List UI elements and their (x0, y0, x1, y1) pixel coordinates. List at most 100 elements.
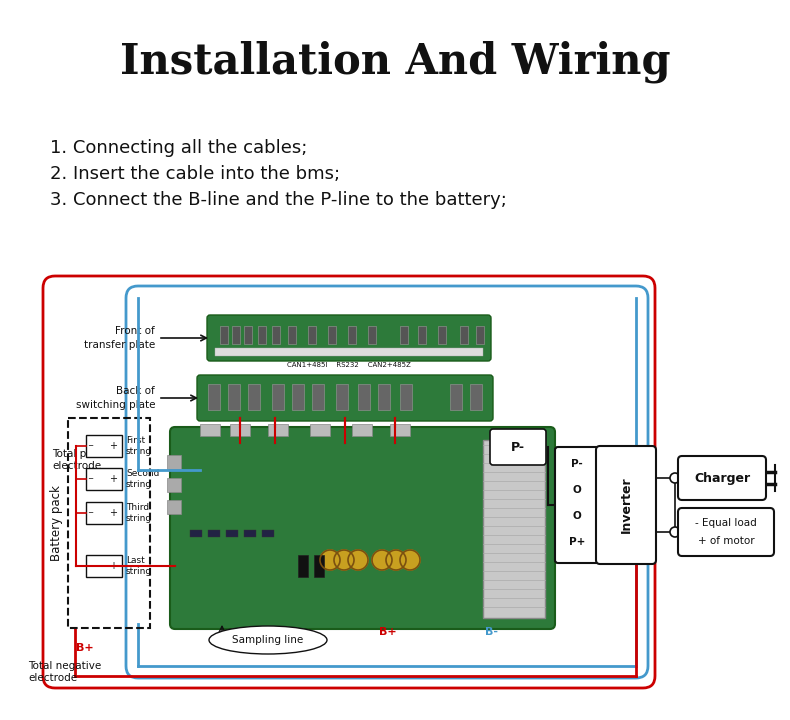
Bar (308, 326, 316, 344)
Text: Second
string: Second string (126, 469, 160, 489)
FancyBboxPatch shape (678, 508, 774, 556)
Bar (438, 326, 446, 344)
Text: ─: ─ (88, 563, 92, 569)
FancyBboxPatch shape (170, 427, 555, 629)
FancyBboxPatch shape (126, 286, 648, 678)
Bar (348, 326, 356, 344)
Text: +: + (109, 561, 117, 571)
Text: +: + (109, 474, 117, 484)
Text: Front of: Front of (115, 326, 155, 336)
Bar (390, 424, 410, 436)
Text: transfer plate: transfer plate (84, 340, 155, 350)
Text: 1. Connecting all the cables;: 1. Connecting all the cables; (50, 139, 307, 157)
Bar (167, 455, 181, 469)
Bar (230, 424, 250, 436)
Bar (336, 384, 348, 410)
Bar (86, 435, 122, 457)
Bar (400, 326, 408, 344)
Bar (86, 502, 122, 524)
Bar (208, 384, 220, 410)
Bar (258, 326, 266, 344)
Bar (328, 326, 336, 344)
Text: Sampling line: Sampling line (232, 635, 303, 645)
Bar (167, 478, 181, 492)
Circle shape (372, 550, 392, 570)
Bar (470, 384, 482, 410)
Bar (400, 384, 412, 410)
Text: switching plate: switching plate (76, 400, 155, 410)
Bar (244, 326, 252, 344)
Text: O: O (573, 485, 581, 495)
Bar (262, 530, 274, 537)
Text: Installation And Wiring: Installation And Wiring (120, 41, 670, 84)
Bar (86, 468, 122, 490)
Text: Total positive
electrode: Total positive electrode (52, 449, 121, 471)
Ellipse shape (209, 626, 327, 654)
Bar (418, 326, 426, 344)
Bar (288, 326, 296, 344)
Text: 3. Connect the B-line and the P-line to the battery;: 3. Connect the B-line and the P-line to … (50, 191, 507, 209)
Text: First
string: First string (126, 436, 152, 456)
Text: B-: B- (486, 627, 498, 637)
Bar (244, 530, 256, 537)
Text: B+: B+ (379, 627, 397, 637)
Bar (476, 326, 484, 344)
Circle shape (386, 550, 406, 570)
Bar (310, 424, 330, 436)
Circle shape (348, 550, 368, 570)
Text: O: O (573, 511, 581, 521)
Bar (483, 440, 545, 618)
FancyBboxPatch shape (197, 375, 493, 421)
Bar (68, 418, 150, 628)
Bar (312, 384, 324, 410)
Bar (292, 384, 304, 410)
Bar (232, 326, 240, 344)
FancyBboxPatch shape (207, 315, 491, 361)
Text: P-: P- (511, 441, 525, 454)
Bar (190, 530, 202, 537)
Bar (368, 326, 376, 344)
Text: Back of: Back of (116, 386, 155, 396)
Text: P+: P+ (569, 537, 585, 547)
Bar (215, 348, 483, 356)
Text: Inverter: Inverter (619, 477, 633, 534)
Bar (450, 384, 462, 410)
FancyBboxPatch shape (596, 446, 656, 564)
Bar (167, 500, 181, 514)
Bar (460, 326, 468, 344)
Bar (220, 326, 228, 344)
Bar (298, 555, 308, 577)
Text: - Equal load: - Equal load (695, 518, 757, 528)
Bar (200, 424, 220, 436)
Text: +: + (109, 441, 117, 451)
Circle shape (670, 473, 680, 483)
Bar (248, 384, 260, 410)
Text: Charger: Charger (694, 472, 750, 485)
Text: ─: ─ (88, 476, 92, 482)
Bar (378, 384, 390, 410)
Circle shape (320, 550, 340, 570)
FancyBboxPatch shape (678, 456, 766, 500)
Text: CAN1+485I    RS232    CAN2+485Z: CAN1+485I RS232 CAN2+485Z (287, 362, 411, 368)
Text: Total negative
electrode: Total negative electrode (28, 661, 101, 683)
Text: Third
string: Third string (126, 503, 152, 523)
Text: ─: ─ (88, 443, 92, 449)
Text: B+: B+ (76, 643, 94, 653)
Bar (272, 384, 284, 410)
FancyBboxPatch shape (490, 429, 546, 465)
Bar (228, 384, 240, 410)
Bar (272, 326, 280, 344)
Bar (268, 424, 288, 436)
Text: Battery pack: Battery pack (50, 485, 62, 561)
Bar (208, 530, 220, 537)
Circle shape (334, 550, 354, 570)
Bar (352, 424, 372, 436)
FancyBboxPatch shape (555, 447, 599, 563)
Bar (86, 555, 122, 577)
Text: 2. Insert the cable into the bms;: 2. Insert the cable into the bms; (50, 165, 340, 183)
Circle shape (400, 550, 420, 570)
Text: + of motor: + of motor (698, 536, 754, 546)
Text: P-: P- (571, 459, 583, 469)
Bar (358, 384, 370, 410)
Text: ─: ─ (88, 510, 92, 516)
